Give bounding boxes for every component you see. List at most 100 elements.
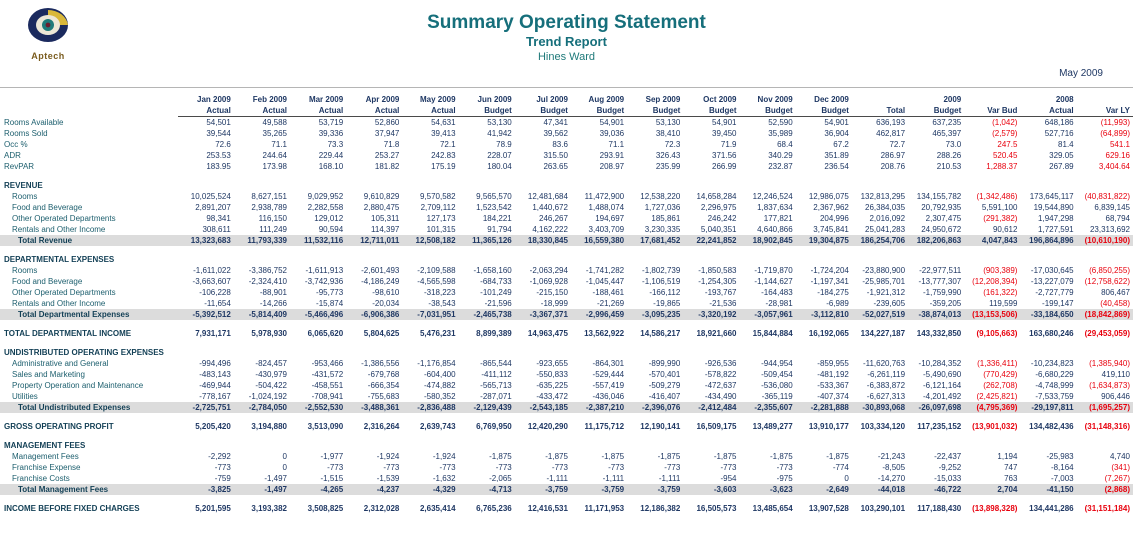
row-label: Administrative and General xyxy=(12,359,109,368)
value-cell: 3,745,841 xyxy=(813,225,849,234)
value-cell: -2,396,076 xyxy=(627,402,684,413)
value-cell: (31,148,316) xyxy=(1084,422,1130,431)
value-cell: 90,612 xyxy=(992,225,1018,234)
value-cell: -1,875 xyxy=(545,452,568,461)
value-cell: -7,003 xyxy=(1050,474,1074,483)
value-cell xyxy=(459,440,515,451)
value-cell: 648,186 xyxy=(1044,118,1074,127)
value-cell: -3,663,607 xyxy=(192,277,231,286)
aptech-logo: Aptech xyxy=(16,6,80,61)
value-cell xyxy=(1077,254,1133,265)
value-cell: 54,901 xyxy=(712,118,737,127)
value-cell xyxy=(627,347,683,358)
title-block: Summary Operating Statement Trend Report… xyxy=(0,0,1133,64)
row-label: REVENUE xyxy=(4,181,43,190)
value-cell xyxy=(1020,440,1076,451)
value-cell xyxy=(178,180,234,191)
value-cell: -2,727,779 xyxy=(1035,288,1074,297)
value-cell: 267.89 xyxy=(1049,162,1074,171)
value-cell: -10,234,823 xyxy=(1030,359,1074,368)
value-cell: 2,639,743 xyxy=(419,422,456,431)
table-row xyxy=(0,432,1133,440)
value-cell: 2,016,092 xyxy=(869,214,906,223)
value-cell: 119,599 xyxy=(989,299,1018,308)
value-cell: -29,197,811 xyxy=(1020,402,1077,413)
value-cell: 52,590 xyxy=(768,118,793,127)
value-cell: -1,024,192 xyxy=(248,392,287,401)
value-cell: -1,977 xyxy=(320,452,344,461)
value-cell xyxy=(852,180,908,191)
value-cell: 8,899,389 xyxy=(476,329,512,338)
value-cell: 329.05 xyxy=(1049,151,1074,160)
value-cell: 39,336 xyxy=(318,129,344,138)
value-cell: -14,270 xyxy=(877,474,906,483)
value-cell xyxy=(571,347,627,358)
table-row: Rooms 10,025,524 8,627,151 9,029,952 9,610,8… xyxy=(0,191,1133,202)
value-cell xyxy=(1020,180,1076,191)
value-cell: -13,227,079 xyxy=(1030,277,1074,286)
table-row xyxy=(0,320,1133,328)
value-cell xyxy=(515,180,571,191)
value-cell: (7,267) xyxy=(1104,474,1130,483)
value-cell: -773 xyxy=(214,463,231,472)
value-cell: -1,924 xyxy=(376,452,400,461)
value-cell: -824,457 xyxy=(255,359,287,368)
value-cell: -1,875 xyxy=(770,452,793,461)
value-cell: 14,586,217 xyxy=(640,329,681,338)
value-cell: (10,610,190) xyxy=(1076,235,1133,246)
value-cell: -1,254,305 xyxy=(698,277,737,286)
value-cell: 12,186,382 xyxy=(640,504,681,513)
value-cell: -773 xyxy=(551,463,568,472)
value-cell: -18,999 xyxy=(540,299,568,308)
value-cell: 127,173 xyxy=(426,214,456,223)
value-cell: 1,727,591 xyxy=(1038,225,1074,234)
table-row xyxy=(0,339,1133,347)
row-label: Total Undistributed Expenses xyxy=(0,402,178,413)
value-cell: (262,708) xyxy=(983,381,1018,390)
value-cell xyxy=(1077,347,1133,358)
column-period-header: May 2009 xyxy=(419,95,456,104)
value-cell: -6,989 xyxy=(826,299,849,308)
value-cell: -604,400 xyxy=(423,370,456,379)
value-cell: 134,482,436 xyxy=(1029,422,1074,431)
value-cell: -21,596 xyxy=(484,299,512,308)
value-cell: (1,695,257) xyxy=(1076,402,1133,413)
spacer-row xyxy=(0,413,1133,421)
value-cell: -3,759 xyxy=(514,484,571,495)
value-cell: 12,481,684 xyxy=(527,192,568,201)
value-cell xyxy=(346,254,402,265)
value-cell: 637,235 xyxy=(932,118,962,127)
value-cell: -416,407 xyxy=(648,392,681,401)
value-cell: -20,034 xyxy=(372,299,400,308)
value-cell: -2,387,210 xyxy=(570,402,628,413)
value-cell: -1,611,913 xyxy=(305,266,344,275)
value-cell xyxy=(178,440,234,451)
value-cell: -41,150 xyxy=(1020,484,1077,495)
value-cell: -2,065 xyxy=(489,474,512,483)
value-cell: 906,446 xyxy=(1101,392,1130,401)
value-cell: -436,046 xyxy=(592,392,625,401)
value-cell: 5,978,930 xyxy=(251,329,287,338)
value-cell xyxy=(402,180,458,191)
value-cell: 629.16 xyxy=(1105,151,1130,160)
value-cell xyxy=(346,347,402,358)
value-cell: -411,112 xyxy=(481,370,512,379)
value-cell: -469,944 xyxy=(199,381,231,390)
value-cell: 340.29 xyxy=(768,151,793,160)
value-cell: (40,831,822) xyxy=(1084,192,1130,201)
value-cell: -1,632 xyxy=(432,474,456,483)
value-cell: 129,012 xyxy=(314,214,344,223)
header-spacer xyxy=(0,94,178,105)
value-cell: 73.3 xyxy=(327,140,344,149)
value-cell: 8,627,151 xyxy=(251,192,287,201)
value-cell: 4,740 xyxy=(1109,452,1130,461)
column-period-header: Sep 2009 xyxy=(645,95,681,104)
value-cell xyxy=(964,440,1020,451)
value-cell: 47,341 xyxy=(543,118,568,127)
value-cell: -13,777,307 xyxy=(918,277,962,286)
value-cell: 747 xyxy=(1004,463,1018,472)
value-cell: -21,243 xyxy=(877,452,906,461)
value-cell: 2,282,558 xyxy=(307,203,344,212)
value-cell: 246,267 xyxy=(539,214,568,223)
value-cell: -101,249 xyxy=(480,288,512,297)
